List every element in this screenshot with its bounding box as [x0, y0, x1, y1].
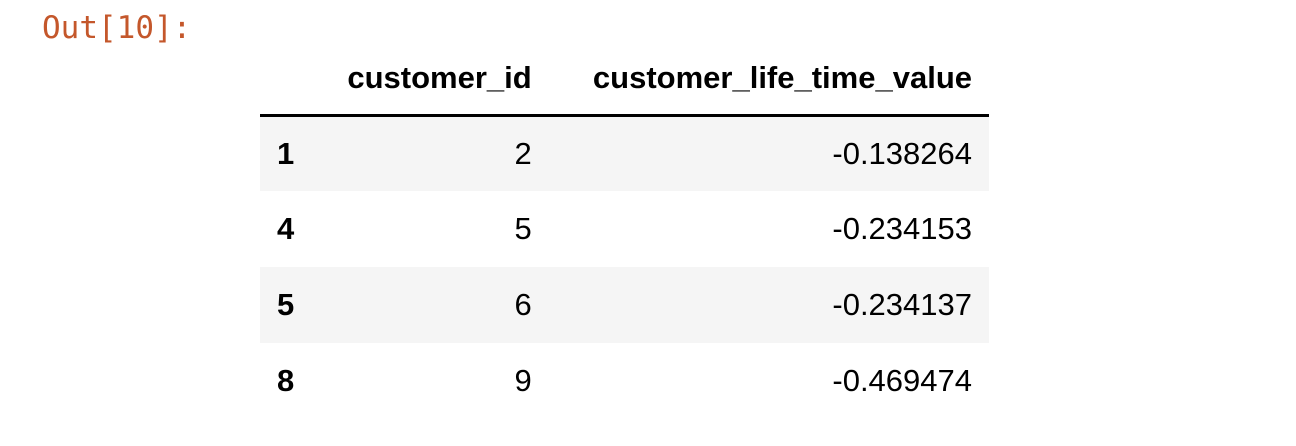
output-prompt: Out[10]:: [42, 10, 192, 46]
dataframe-table: customer_id customer_life_time_value 1 2…: [260, 42, 989, 419]
cell-customer-life-time-value: -0.234137: [832, 287, 972, 322]
cell-customer-id: 2: [514, 135, 532, 171]
row-index: 1: [277, 135, 295, 171]
index-column-header: [260, 42, 316, 117]
table-row: 8 9 -0.469474: [260, 343, 989, 419]
table-row: 4 5 -0.234153: [260, 191, 989, 267]
table-body: 1 2 -0.138264 4 5 -0.234153 5 6 -0.23413…: [260, 115, 989, 419]
row-index: 5: [277, 287, 295, 322]
table-row: 1 2 -0.138264: [260, 115, 989, 191]
column-header-customer-id: customer_id: [316, 42, 549, 117]
cell-customer-life-time-value: -0.234153: [832, 211, 972, 246]
cell-customer-life-time-value: -0.469474: [832, 363, 972, 398]
cell-customer-id: 6: [514, 287, 532, 322]
table-row: 5 6 -0.234137: [260, 267, 989, 343]
cell-customer-id: 5: [514, 211, 532, 246]
row-index: 4: [277, 211, 295, 246]
cell-customer-life-time-value: -0.138264: [832, 135, 972, 171]
column-header-customer-life-time-value: customer_life_time_value: [548, 42, 989, 117]
row-index: 8: [277, 363, 295, 398]
cell-customer-id: 9: [514, 363, 532, 398]
table-header: customer_id customer_life_time_value: [260, 42, 989, 117]
header-row: customer_id customer_life_time_value: [260, 42, 989, 117]
